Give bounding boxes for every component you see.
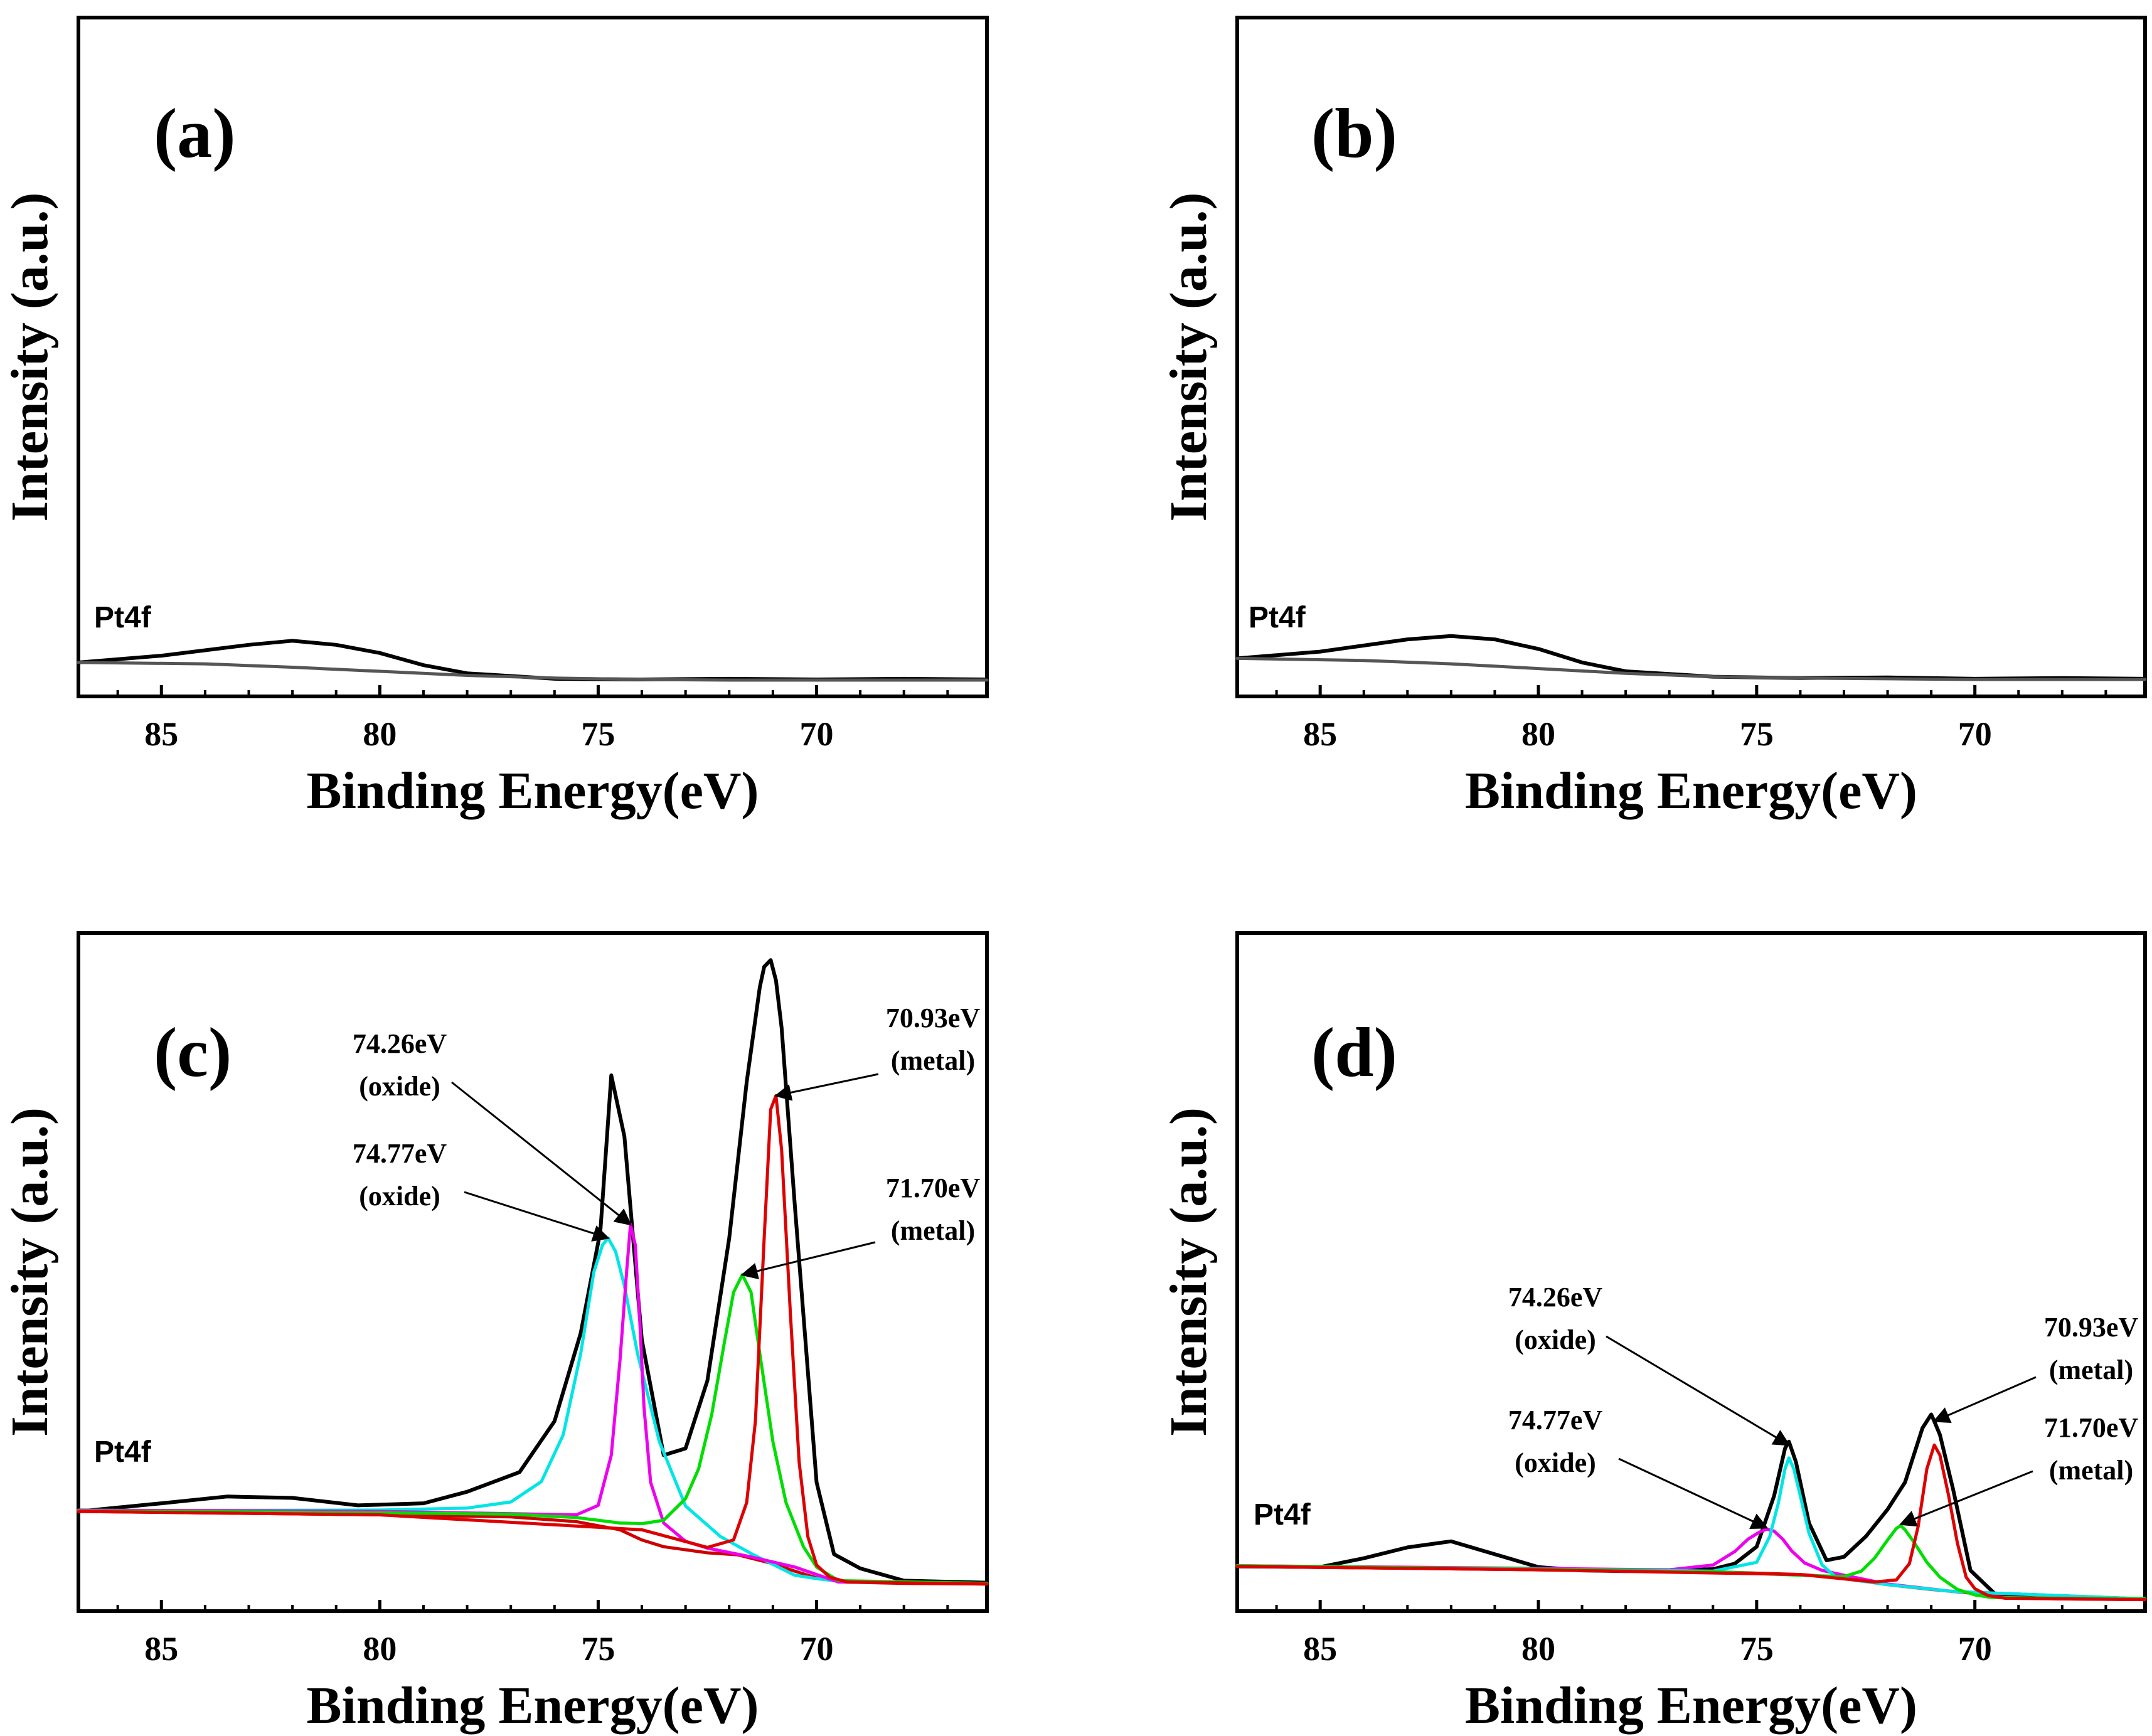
x-tick-label: 80 (1521, 1630, 1555, 1668)
panel-b: 85 80 75 70 Binding Energy(eV) Intensity (a.u… (1159, 16, 2147, 820)
y-axis-title: Intensity (a.u.) (1, 192, 59, 521)
region-label: Pt4f (1254, 1498, 1311, 1531)
annotation-label: 74.77eV (1508, 1405, 1603, 1435)
annotation-label: 74.26eV (353, 1028, 447, 1059)
series-raw (1235, 1412, 2147, 1601)
x-tick-label: 85 (144, 1630, 178, 1668)
x-tick-label: 70 (800, 1630, 834, 1668)
x-axis-title: Binding Energy(eV) (1465, 1676, 1917, 1735)
series-raw (77, 639, 989, 681)
x-tick-label: 80 (1521, 715, 1555, 753)
y-axis-title: Intensity (a.u.) (1, 1107, 59, 1437)
x-tick-label: 85 (144, 715, 178, 753)
region-label: Pt4f (1249, 601, 1306, 634)
annotation-sublabel: (metal) (891, 1215, 975, 1246)
panel-label: (c) (154, 1014, 232, 1092)
x-tick-label: 70 (800, 715, 834, 753)
series-pt-4f-74-26-ev-oxide (77, 1223, 989, 1585)
annotation-arrow (464, 1191, 610, 1242)
x-tick-label: 80 (363, 715, 397, 753)
series-pt-4f-70-93-ev-metal (77, 1094, 989, 1586)
x-tick-label: 75 (581, 1630, 615, 1668)
annotation-arrow (451, 1081, 632, 1226)
x-tick-label: 85 (1303, 715, 1337, 753)
series-raw (77, 958, 989, 1585)
annotation-arrow (774, 1073, 879, 1101)
annotation-sublabel: (metal) (891, 1045, 975, 1076)
y-axis-title: Intensity (a.u.) (1159, 1107, 1218, 1437)
series-pt-4f-71-70-ev-metal (77, 1273, 989, 1585)
annotation-arrow (1618, 1457, 1769, 1529)
annotation-sublabel: (metal) (2049, 1455, 2133, 1486)
plot-frame (77, 931, 989, 1613)
panel-a: 85 80 75 70 Binding Energy(eV) Intensity (a.u… (1, 16, 989, 820)
panel-label: (a) (154, 95, 236, 173)
annotation-sublabel: (oxide) (1515, 1324, 1596, 1355)
series-pt-4f-70-93-ev-metal (1235, 1443, 2147, 1602)
panel-label: (d) (1311, 1014, 1397, 1092)
region-label: Pt4f (94, 601, 152, 634)
annotation-label: 71.70eV (886, 1173, 981, 1203)
annotation-arrow (740, 1241, 876, 1280)
annotation-label: 74.26eV (1508, 1282, 1603, 1313)
annotation-sublabel: (metal) (2049, 1355, 2133, 1385)
x-tick-label: 75 (581, 715, 615, 753)
annotation-sublabel: (oxide) (359, 1071, 440, 1102)
annotation-label: 74.77eV (353, 1138, 447, 1169)
x-tick-label: 70 (1958, 715, 1992, 753)
series-raw (1235, 634, 2147, 681)
panel-d: 85 80 75 70 Binding Energy(eV) Intensity (a.u… (1159, 931, 2147, 1735)
series-background (1235, 656, 2147, 681)
annotation-label: 70.93eV (2044, 1312, 2139, 1343)
x-tick-label: 85 (1303, 1630, 1337, 1668)
x-tick-label: 80 (363, 1630, 397, 1668)
series-pt-4f-74-77-ev-oxide (1235, 1527, 2147, 1600)
x-axis-title: Binding Energy(eV) (1465, 762, 1917, 820)
panel-c: 85 80 75 70 Binding Energy(eV) Intensity (a.u… (1, 931, 989, 1735)
panel-label: (b) (1311, 95, 1397, 173)
annotation-arrow (1899, 1470, 2033, 1527)
annotation-arrow (1606, 1335, 1791, 1446)
y-axis-title: Intensity (a.u.) (1159, 192, 1218, 521)
plot-frame (77, 16, 989, 698)
annotation-label: 71.70eV (2044, 1412, 2139, 1443)
x-axis-title: Binding Energy(eV) (306, 1676, 759, 1735)
series-pt-4f-74-26-ev-oxide (1235, 1456, 2147, 1600)
annotation-arrow (1932, 1376, 2037, 1424)
x-axis-title: Binding Energy(eV) (306, 762, 759, 820)
x-tick-label: 70 (1958, 1630, 1992, 1668)
series-pt-4f-71-70-ev-metal (1235, 1524, 2147, 1600)
annotation-sublabel: (oxide) (359, 1181, 440, 1211)
x-tick-label: 75 (1740, 1630, 1774, 1668)
plot-frame (1235, 16, 2147, 698)
region-label: Pt4f (94, 1435, 152, 1469)
x-tick-label: 75 (1740, 715, 1774, 753)
annotation-label: 70.93eV (886, 1003, 981, 1033)
plot-frame (1235, 931, 2147, 1613)
series-background (77, 661, 989, 682)
series-pt-4f-74-77-ev-oxide (77, 1236, 989, 1585)
annotation-sublabel: (oxide) (1515, 1447, 1596, 1478)
